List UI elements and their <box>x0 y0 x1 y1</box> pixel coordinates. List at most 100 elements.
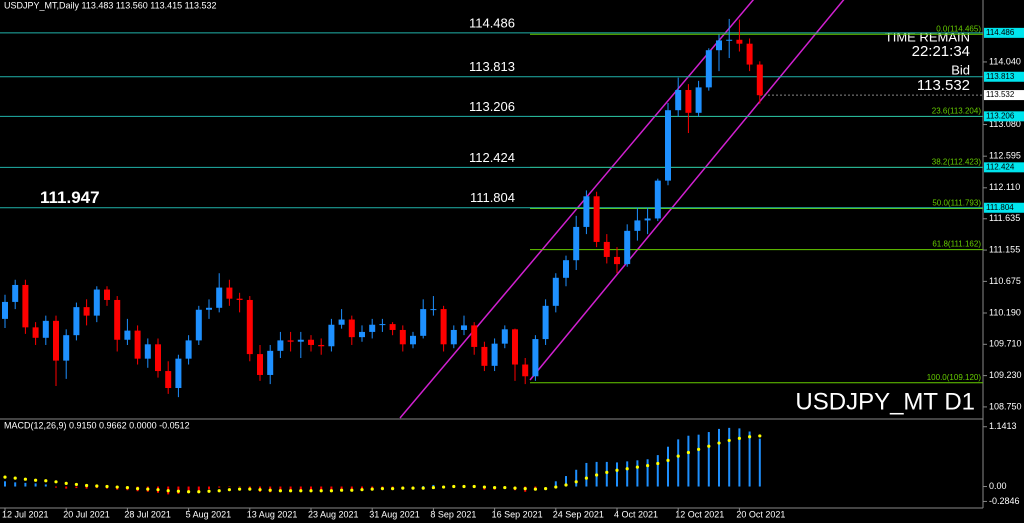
candle-body <box>22 284 29 328</box>
macd-signal-dot <box>85 483 89 488</box>
y-tick-label: 111.635 <box>989 213 1020 223</box>
time-remain: 22:21:34 <box>912 43 970 60</box>
candle-body <box>369 324 376 332</box>
macd-signal-dot <box>748 435 752 439</box>
candle-body <box>83 307 90 316</box>
y-tick-label: 113.080 <box>989 119 1021 129</box>
macd-signal-dot <box>574 480 578 484</box>
macd-signal-dot <box>411 486 415 490</box>
candle-body <box>593 196 600 242</box>
macd-tick-label: 0.00 <box>989 481 1007 491</box>
candle-body <box>522 364 529 377</box>
macd-signal-dot <box>554 485 558 489</box>
level-label: 114.486 <box>469 15 515 30</box>
candle-body <box>512 329 518 365</box>
level-label: 111.804 <box>470 190 515 205</box>
candle-body <box>42 320 49 338</box>
candle-body <box>542 305 549 340</box>
macd-signal-dot <box>584 476 589 480</box>
fib-label: 38.2(112.423) <box>932 158 982 167</box>
candle-body <box>267 350 274 375</box>
candle-body <box>389 324 396 330</box>
macd-signal-dot <box>737 436 742 440</box>
macd-signal-dot <box>646 463 650 468</box>
fib-label: 61.8(111.162) <box>932 240 981 249</box>
macd-signal-dot <box>268 488 272 492</box>
macd-signal-dot <box>64 481 68 485</box>
candle-body <box>277 340 284 351</box>
candle-body <box>206 307 212 310</box>
y-tick-label: 109.710 <box>989 339 1022 349</box>
candle-body <box>726 39 733 41</box>
macd-signal-dot <box>340 488 344 492</box>
fib-label: 0.0(114.465) <box>936 24 981 33</box>
macd-signal-dot <box>176 489 180 493</box>
y-tick-label: 114.040 <box>989 56 1021 66</box>
macd-signal-dot <box>95 484 99 488</box>
candle-body <box>644 218 651 221</box>
candle-body <box>705 50 712 88</box>
macd-signal-dot <box>544 487 548 491</box>
macd-signal-dot <box>329 489 333 493</box>
candle-body <box>359 331 365 338</box>
macd-signal-dot <box>238 487 242 491</box>
macd-signal-dot <box>676 454 680 458</box>
y-tick-label: 109.230 <box>989 370 1022 380</box>
bid-value: 113.532 <box>917 77 970 94</box>
candle-body <box>124 330 131 340</box>
candle-body <box>53 320 59 361</box>
candle-body <box>226 287 233 299</box>
y-tick-label: 111.155 <box>989 244 1020 254</box>
candle-body <box>552 277 559 306</box>
x-tick-label: 12 Oct 2021 <box>675 509 724 519</box>
macd-signal-dot <box>248 487 252 491</box>
macd-signal-dot <box>421 486 425 490</box>
macd-signal-dot <box>472 484 476 489</box>
bid-tag <box>984 90 1024 101</box>
macd-signal-dot <box>482 485 486 489</box>
macd-signal-dot <box>115 485 119 489</box>
candle-body <box>93 289 100 316</box>
level-label: 113.813 <box>469 59 515 74</box>
macd-signal-dot <box>380 487 384 491</box>
candle-body <box>603 241 610 257</box>
macd-header: MACD(12,26,9) 0.9150 0.9662 0.0000 -0.05… <box>4 420 190 430</box>
candle-body <box>328 324 335 347</box>
candle-body <box>614 256 620 265</box>
candle-body <box>32 327 39 338</box>
x-tick-label: 13 Aug 2021 <box>247 509 298 519</box>
macd-signal-dot <box>278 489 282 493</box>
candle-body <box>716 40 722 51</box>
macd-signal-dot <box>656 461 660 466</box>
candle-body <box>746 43 753 65</box>
macd-signal-dot <box>503 485 507 490</box>
macd-signal-dot <box>595 473 599 477</box>
fib-label: 100.0(109.120) <box>927 373 982 382</box>
candle-body <box>236 298 243 300</box>
candle-body <box>348 319 355 338</box>
macd-signal-dot <box>44 479 48 483</box>
candle-body <box>216 287 223 308</box>
macd-tick-label: -0.2846 <box>989 496 1020 506</box>
candle-body <box>379 324 386 326</box>
macd-signal-dot <box>707 444 711 448</box>
macd-signal-dot <box>299 489 303 493</box>
macd-signal-dot <box>3 475 7 479</box>
candle-body <box>695 87 702 113</box>
bid-tag-label: 113.532 <box>986 90 1015 99</box>
macd-signal-dot <box>533 487 538 491</box>
macd-signal-dot <box>136 487 140 491</box>
candle-body <box>246 299 253 355</box>
macd-signal-dot <box>156 488 160 492</box>
level-label: 113.206 <box>469 99 515 114</box>
candle-body <box>175 358 182 389</box>
candle-body <box>634 220 641 231</box>
macd-signal-dot <box>207 489 211 493</box>
candle-body <box>654 180 661 219</box>
macd-signal-dot <box>105 484 109 489</box>
macd-signal-dot <box>758 434 762 438</box>
candle-body <box>430 309 437 311</box>
x-tick-label: 23 Aug 2021 <box>308 509 359 519</box>
marked-price: 111.947 <box>40 188 100 207</box>
